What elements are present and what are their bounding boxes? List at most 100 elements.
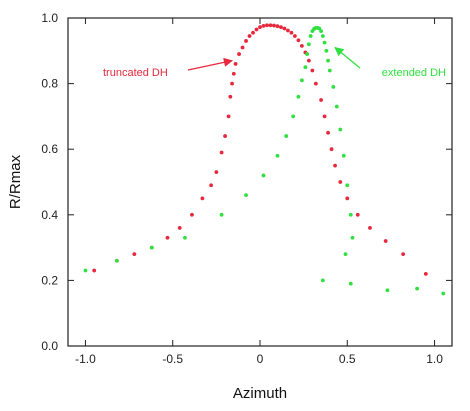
data-point bbox=[223, 134, 227, 138]
annotation-layer: truncated DH extended DH bbox=[103, 46, 446, 79]
data-point bbox=[268, 23, 273, 28]
ticks-layer: -1.0 -0.5 0 0.5 1.0 0.0 0.2 0.4 0.6 0.8 1.0 bbox=[41, 11, 452, 366]
data-point bbox=[286, 28, 290, 33]
data-point bbox=[190, 212, 194, 217]
data-point bbox=[441, 291, 446, 296]
data-point bbox=[320, 34, 325, 38]
data-point bbox=[279, 25, 283, 30]
data-point bbox=[306, 58, 311, 63]
data-point bbox=[183, 235, 187, 240]
data-point bbox=[282, 26, 287, 31]
data-point bbox=[401, 252, 406, 257]
data-point bbox=[272, 23, 276, 28]
y-tick-label: 0.8 bbox=[41, 77, 58, 91]
data-point bbox=[345, 196, 350, 201]
data-point bbox=[345, 183, 350, 188]
data-point bbox=[291, 114, 296, 119]
data-point bbox=[324, 48, 329, 53]
data-point bbox=[341, 153, 346, 158]
annotation-label: extended DH bbox=[382, 67, 446, 79]
data-point bbox=[258, 25, 262, 30]
data-point bbox=[329, 147, 334, 152]
data-point bbox=[200, 196, 205, 201]
data-point bbox=[320, 278, 325, 283]
annotation-label: truncated DH bbox=[103, 67, 168, 79]
series-1 bbox=[83, 25, 446, 296]
y-tick-label: 0.4 bbox=[41, 208, 58, 222]
x-tick-label: -0.5 bbox=[162, 352, 183, 366]
y-tick-label: 1.0 bbox=[41, 11, 58, 25]
data-point bbox=[299, 78, 304, 83]
data-point bbox=[219, 150, 224, 155]
data-point bbox=[240, 45, 245, 50]
data-point bbox=[254, 27, 259, 32]
data-point bbox=[265, 23, 269, 28]
data-point bbox=[247, 34, 252, 38]
data-point bbox=[214, 170, 219, 175]
data-point bbox=[209, 183, 214, 188]
y-tick-label: 0.6 bbox=[41, 142, 58, 156]
data-point bbox=[132, 252, 137, 257]
data-point bbox=[177, 226, 182, 230]
data-point bbox=[230, 81, 234, 86]
data-point bbox=[319, 98, 323, 102]
data-point bbox=[244, 193, 248, 198]
data-point bbox=[313, 81, 318, 86]
data-point bbox=[284, 134, 289, 138]
data-point bbox=[244, 39, 248, 43]
data-point bbox=[305, 52, 310, 56]
data-point bbox=[114, 258, 119, 263]
annotation-arrow bbox=[334, 46, 361, 69]
data-point bbox=[251, 30, 255, 35]
data-point bbox=[350, 235, 355, 240]
data-point bbox=[219, 212, 224, 217]
x-tick-label: 1.0 bbox=[426, 352, 443, 366]
data-point bbox=[319, 29, 323, 34]
data-point bbox=[348, 281, 353, 286]
data-point bbox=[326, 130, 330, 135]
data-point bbox=[383, 239, 388, 243]
data-point bbox=[338, 127, 343, 132]
x-axis-title: Azimuth bbox=[233, 385, 287, 402]
data-point bbox=[275, 24, 280, 29]
data-point bbox=[237, 52, 241, 56]
data-point bbox=[92, 268, 97, 273]
data-point bbox=[296, 94, 301, 99]
y-axis-title: R/Rmax bbox=[7, 154, 24, 209]
x-tick-label: 0.5 bbox=[339, 352, 356, 366]
data-point bbox=[299, 43, 304, 48]
x-tick-label: 0 bbox=[257, 352, 264, 366]
data-point bbox=[348, 212, 353, 217]
y-tick-label: 0.2 bbox=[41, 273, 58, 287]
data-point bbox=[355, 212, 360, 217]
data-point bbox=[303, 65, 308, 70]
data-point bbox=[296, 38, 301, 43]
series-0 bbox=[92, 23, 428, 276]
data-point bbox=[322, 114, 327, 119]
data-point bbox=[310, 68, 315, 73]
data-point bbox=[331, 84, 336, 89]
data-point bbox=[343, 252, 348, 257]
data-point bbox=[423, 271, 428, 276]
data-point bbox=[261, 23, 266, 28]
data-point bbox=[226, 114, 231, 119]
series-layer bbox=[83, 23, 446, 296]
data-point bbox=[308, 34, 313, 38]
data-point bbox=[385, 288, 390, 293]
y-tick-label: 0.0 bbox=[41, 339, 58, 353]
data-point bbox=[165, 235, 170, 240]
data-point bbox=[322, 40, 327, 45]
data-point bbox=[333, 163, 337, 168]
data-point bbox=[261, 173, 266, 178]
data-point bbox=[275, 153, 280, 158]
data-point bbox=[293, 34, 297, 38]
data-point bbox=[289, 30, 294, 35]
data-point bbox=[334, 104, 339, 109]
data-point bbox=[233, 62, 238, 66]
data-point bbox=[327, 68, 332, 73]
data-point bbox=[231, 71, 236, 76]
data-point bbox=[368, 226, 372, 230]
annotation-arrow bbox=[187, 57, 233, 71]
